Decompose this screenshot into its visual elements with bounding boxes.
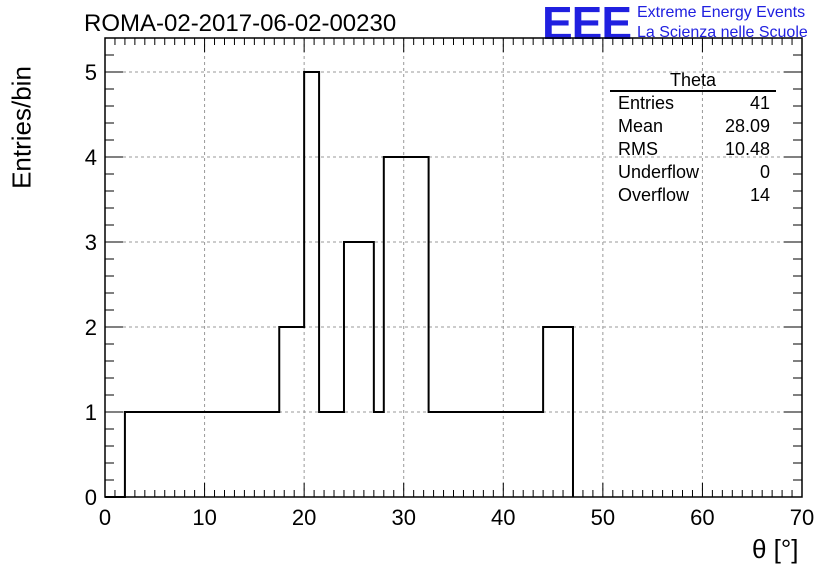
histogram-bin [344,242,359,497]
stats-box: Theta Entries 41 Mean 28.09 RMS 10.48 Un… [610,70,776,207]
y-tick-label: 4 [85,145,97,170]
histogram-bin [374,412,384,497]
histogram-bin [319,412,344,497]
stats-label: Overflow [618,185,690,205]
y-tick-label: 0 [85,485,97,510]
logo-line-2: La Scienza nelle Scuole [637,24,808,41]
x-axis-label: θ [°] [752,534,799,564]
stats-value: 14 [749,185,770,205]
y-tick-label: 5 [85,60,97,85]
logo-line-1: Extreme Energy Events [637,4,806,21]
x-tick-label: 20 [292,505,316,530]
chart-title: ROMA-02-2017-06-02-00230 [84,10,397,37]
stats-value: 0 [759,162,770,182]
stats-row-mean: Mean 28.09 [610,115,776,138]
histogram-bin [454,412,464,497]
stats-row-rms: RMS 10.48 [610,138,776,161]
histogram-bin [254,412,279,497]
histogram-outline [105,71,574,498]
stats-label: Underflow [618,162,700,182]
stats-row-entries: Entries 41 [610,92,776,115]
histogram-bin [493,412,503,497]
logo-caption: Extreme Energy Events La Scienza nelle S… [637,3,808,43]
histogram-bin [304,72,319,497]
histogram-bin [125,412,135,497]
stats-row-underflow: Underflow 0 [610,161,776,184]
y-tick-label: 2 [85,315,97,340]
stats-label: RMS [618,139,658,159]
x-tick-label: 0 [99,505,111,530]
stats-value: 10.48 [724,139,770,159]
x-tick-label: 50 [591,505,615,530]
x-tick-label: 70 [790,505,814,530]
stats-label: Entries [618,93,675,113]
x-tick-label: 30 [391,505,415,530]
stats-label: Mean [618,116,664,136]
stats-value: 41 [749,93,770,113]
stats-row-overflow: Overflow 14 [610,184,776,207]
x-tick-label: 10 [192,505,216,530]
stats-value: 28.09 [724,116,770,136]
stats-title: Theta [610,70,776,92]
y-tick-label: 1 [85,400,97,425]
y-tick-label: 3 [85,230,97,255]
x-tick-label: 40 [491,505,515,530]
x-tick-label: 60 [690,505,714,530]
histogram-bin [429,412,439,497]
